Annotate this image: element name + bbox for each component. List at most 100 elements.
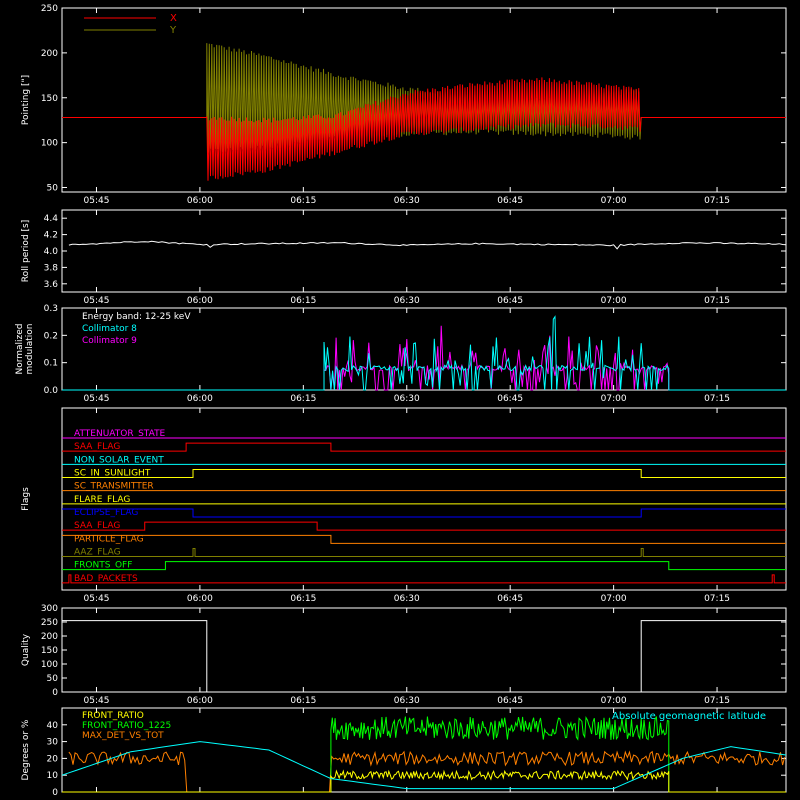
x-tick-label: 06:45 <box>497 296 523 306</box>
series-x-line <box>62 77 786 181</box>
y-tick-label: 250 <box>41 4 58 14</box>
series-collimator-8-line <box>62 315 786 391</box>
roll-frame <box>61 209 787 293</box>
y-tick-label: 0 <box>52 788 58 798</box>
y-tick-label: 30 <box>47 738 59 748</box>
y-tick-label: 150 <box>41 646 58 656</box>
x-tick-label: 06:15 <box>290 394 316 404</box>
x-tick-label: 07:15 <box>704 196 730 206</box>
x-tick-label: 07:00 <box>601 394 627 404</box>
x-tick-label: 06:15 <box>290 296 316 306</box>
y-tick-label: 40 <box>47 721 59 731</box>
legend-max_det_vs_tot-label: MAX_DET_VS_TOT <box>82 731 164 741</box>
flags-frame <box>61 407 787 591</box>
x-tick-label: 06:00 <box>187 196 213 206</box>
legend-collimator-9-label: Collimator 9 <box>82 336 137 346</box>
flag-label: ECLIPSE_FLAG <box>74 508 138 518</box>
x-tick-label: 06:15 <box>290 594 316 604</box>
x-tick-label: 06:30 <box>394 696 420 706</box>
x-tick-label: 07:00 <box>601 296 627 306</box>
flag-trace <box>62 561 786 571</box>
flag-label: SAA_FLAG <box>74 521 120 531</box>
y-tick-label: 20 <box>47 754 59 764</box>
y-tick-label: 4.0 <box>44 247 59 257</box>
pointing-frame <box>61 7 787 193</box>
quality-line <box>62 620 786 693</box>
flag-label: AAZ_FLAG <box>74 548 121 558</box>
x-tick-label: 07:00 <box>601 594 627 604</box>
flag-trace <box>62 442 786 452</box>
series-front_ratio-line <box>62 769 786 793</box>
x-tick-label: 06:45 <box>497 594 523 604</box>
series-y-line <box>62 43 786 153</box>
x-tick-label: 06:30 <box>394 594 420 604</box>
y-tick-label: 0.0 <box>44 386 59 396</box>
y-tick-label: 0.3 <box>44 304 58 314</box>
legend-collimator-8-label: Collimator 8 <box>82 324 137 334</box>
y-tick-label: 3.8 <box>44 263 59 273</box>
y-axis-label: modulation <box>25 324 35 375</box>
x-tick-label: 07:00 <box>601 696 627 706</box>
y-axis-label: Degrees or % <box>21 719 31 780</box>
x-tick-label: 06:30 <box>394 296 420 306</box>
y-tick-label: 0.2 <box>44 331 58 341</box>
y-tick-label: 4.2 <box>44 231 58 241</box>
flag-label: SC_IN_SUNLIGHT <box>74 469 151 479</box>
x-tick-label: 05:45 <box>84 196 110 206</box>
y-tick-label: 10 <box>47 771 59 781</box>
flag-label: NON_SOLAR_EVENT <box>74 455 164 465</box>
flag-label: FRONTS_OFF <box>74 561 132 571</box>
y-tick-label: 0 <box>52 688 58 698</box>
flag-trace <box>62 521 786 531</box>
x-tick-label: 06:00 <box>187 394 213 404</box>
y-tick-label: 50 <box>47 674 59 684</box>
y-tick-label: 50 <box>47 184 59 194</box>
legend-front_ratio_1225-label: FRONT_RATIO_1225 <box>82 721 171 731</box>
flag-trace <box>62 534 786 544</box>
y-tick-label: 300 <box>41 604 58 614</box>
x-tick-label: 06:15 <box>290 696 316 706</box>
y-tick-label: 100 <box>41 139 58 149</box>
x-tick-label: 05:45 <box>84 394 110 404</box>
geomagnetic-latitude-line <box>61 741 787 790</box>
ratios-frame <box>61 707 787 793</box>
flag-trace <box>62 548 786 557</box>
flag-label: SC_TRANSMITTER <box>74 482 154 492</box>
flag-trace <box>62 508 786 518</box>
y-axis-label: Normalized <box>15 323 25 374</box>
x-tick-label: 06:30 <box>394 394 420 404</box>
flag-trace <box>62 469 786 478</box>
series-front_ratio_1225-line <box>62 715 786 793</box>
y-tick-label: 100 <box>41 660 58 670</box>
x-tick-label: 06:15 <box>290 196 316 206</box>
x-tick-label: 06:45 <box>497 696 523 706</box>
x-tick-label: 06:30 <box>394 196 420 206</box>
x-tick-label: 06:00 <box>187 696 213 706</box>
y-axis-label: Flags <box>21 487 31 511</box>
max-det-vs-tot-line <box>68 750 786 793</box>
y-tick-label: 4.4 <box>44 214 59 224</box>
modulation-frame <box>61 307 787 391</box>
x-tick-label: 05:45 <box>84 696 110 706</box>
energy-band-annotation: Energy band: 12-25 keV <box>82 312 191 322</box>
y-tick-label: 3.6 <box>44 280 59 290</box>
roll-period-line <box>68 240 787 250</box>
x-tick-label: 07:00 <box>601 196 627 206</box>
x-tick-label: 05:45 <box>84 594 110 604</box>
flag-label: FLARE_FLAG <box>74 495 130 505</box>
x-tick-label: 06:45 <box>497 394 523 404</box>
y-axis-label: Quality <box>21 633 31 666</box>
flag-label: BAD_PACKETS <box>74 574 138 584</box>
flag-label: ATTENUATOR_STATE <box>74 429 166 439</box>
x-tick-label: 05:45 <box>84 296 110 306</box>
y-tick-label: 200 <box>41 632 58 642</box>
legend-front_ratio-label: FRONT_RATIO <box>82 711 144 721</box>
y-axis-label: Roll period [s] <box>21 220 31 282</box>
x-tick-label: 06:00 <box>187 594 213 604</box>
flag-label: PARTICLE_FLAG <box>74 534 144 544</box>
x-tick-label: 07:15 <box>704 296 730 306</box>
y-tick-label: 250 <box>41 618 58 628</box>
x-tick-label: 06:00 <box>187 296 213 306</box>
y-axis-label: Pointing ["] <box>21 75 31 125</box>
